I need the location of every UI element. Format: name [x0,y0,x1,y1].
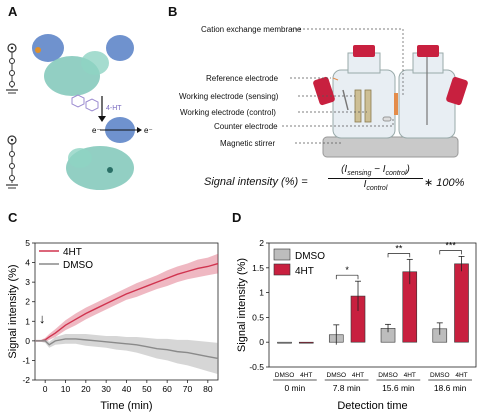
electrode-symbol-top [6,43,18,94]
y-axis-label: Signal intensity (%) [7,264,19,358]
y-tick-label: -0.5 [249,362,264,372]
legend-label: 4HT [295,266,314,277]
label-working-electrode-sensing: Working electrode (sensing) [179,92,279,101]
label-counter-electrode: Counter electrode [214,122,278,131]
eq-num-close: ) [406,164,410,175]
x-tick-label: 50 [142,384,152,394]
plot-frame [268,242,477,368]
y-axis-label: Signal intensity (%) [236,258,248,352]
x-tick-label: 20 [81,384,91,394]
bar-4ht [454,263,469,343]
x-axis-label: Time (min) [100,400,152,412]
y-tick-label: -2 [22,375,30,385]
error-band-dmso [35,334,218,375]
y-tick-label: 4 [25,258,30,268]
bar-4ht [298,341,314,344]
x-tick-label: 70 [183,384,193,394]
eq-num-open: (I [341,164,348,175]
legend-label: DMSO [63,260,93,271]
label-reference-electrode: Reference electrode [206,74,279,83]
working-electrode-sensing [354,89,362,123]
eq-sub-sensing: sensing [347,170,372,177]
bar-category-label: DMSO [327,372,347,379]
ligand-molecule [71,94,99,112]
bar-category-label: 4HT [300,372,312,379]
y-tick-label: 1.5 [252,263,264,273]
eq-sub-control: control [385,170,407,177]
magnetic-stirrer [322,136,459,158]
x-tick-label: 80 [203,384,213,394]
y-tick-label: 0.5 [252,312,264,322]
y-tick-label: 3 [25,277,30,287]
cell-cap-right [417,45,439,57]
panel-letter-c: C [8,210,18,225]
label-working-electrode-control: Working electrode (control) [180,108,276,117]
x-tick-label: 30 [101,384,111,394]
significance-marker: *** [445,240,456,250]
protein-complex-top [32,34,134,96]
chart-d-bar-chart: -0.5 0 0.5 1 1.5 2 Signal intensity (%) DMSO 4HT… [236,238,477,412]
panel-letter-d: D [232,210,242,225]
bar-category-label: 4HT [455,372,467,379]
group-label: 15.6 min [382,383,415,393]
left-cell [332,69,396,139]
group-label: 7.8 min [333,383,361,393]
panel-letter-a: A [8,4,18,19]
y-tick-label: 0 [25,336,30,346]
equation-fraction: (Isensing − Icontrol) Icontrol [328,164,423,192]
equation-rhs: ∗ 100% [424,177,465,189]
bar-category-label: 4HT [404,372,416,379]
cation-exchange-membrane [394,93,398,115]
x-tick-label: 40 [122,384,132,394]
reference-electrode-cap [313,76,335,106]
legend-label: 4HT [63,247,82,258]
legend-swatch [273,263,291,276]
series-line-4ht [35,262,219,342]
label-cation-exchange-membrane: Cation exchange membrane [201,25,302,34]
bar-category-label: 4HT [352,372,364,379]
label-magnetic-stirrer: Magnetic stirrer [220,139,276,148]
eq-num-mid: − I [371,164,386,175]
working-electrode-control [364,89,372,123]
y-tick-label: 2 [259,238,264,248]
y-tick-label: 1 [25,316,30,326]
eq-den: I [363,179,367,190]
panel-letter-b: B [168,4,178,19]
electron-label-left: e⁻ [92,126,101,135]
legend-label: DMSO [295,251,325,262]
eq-den-sub: control [366,185,388,192]
bar-category-label: DMSO [378,372,398,379]
group-label: 18.6 min [434,383,467,393]
y-tick-label: 1 [259,288,264,298]
annotation-arrow: ↓ [39,311,46,326]
bar-dmso [277,341,292,344]
cell-cap-left [353,45,375,57]
y-tick-label: -1 [22,355,30,365]
series-line-dmso [35,338,219,360]
bar-category-label: DMSO [430,372,450,379]
equation-lhs: Signal intensity (%) = [204,176,308,188]
panel-a-illustration: 4-HT e⁻ e⁻ [6,34,153,190]
counter-electrode-cap [446,76,468,106]
x-tick-label: 0 [43,384,48,394]
y-tick-label: 5 [25,238,30,248]
arrow-label: 4-HT [106,105,122,112]
x-tick-label: 10 [61,384,71,394]
electrode-symbol-bottom [6,135,18,189]
electron-label-right: e⁻ [144,126,153,135]
group-label: 0 min [284,383,305,393]
significance-marker: * [345,265,349,275]
legend-swatch [273,248,291,261]
bar-category-label: DMSO [275,372,295,379]
x-axis-label: Detection time [337,400,407,412]
panel-b-cell-diagram [282,28,468,158]
y-tick-label: 2 [25,297,30,307]
x-tick-label: 60 [162,384,172,394]
y-tick-label: 0 [259,337,264,347]
significance-marker: ** [395,243,403,253]
